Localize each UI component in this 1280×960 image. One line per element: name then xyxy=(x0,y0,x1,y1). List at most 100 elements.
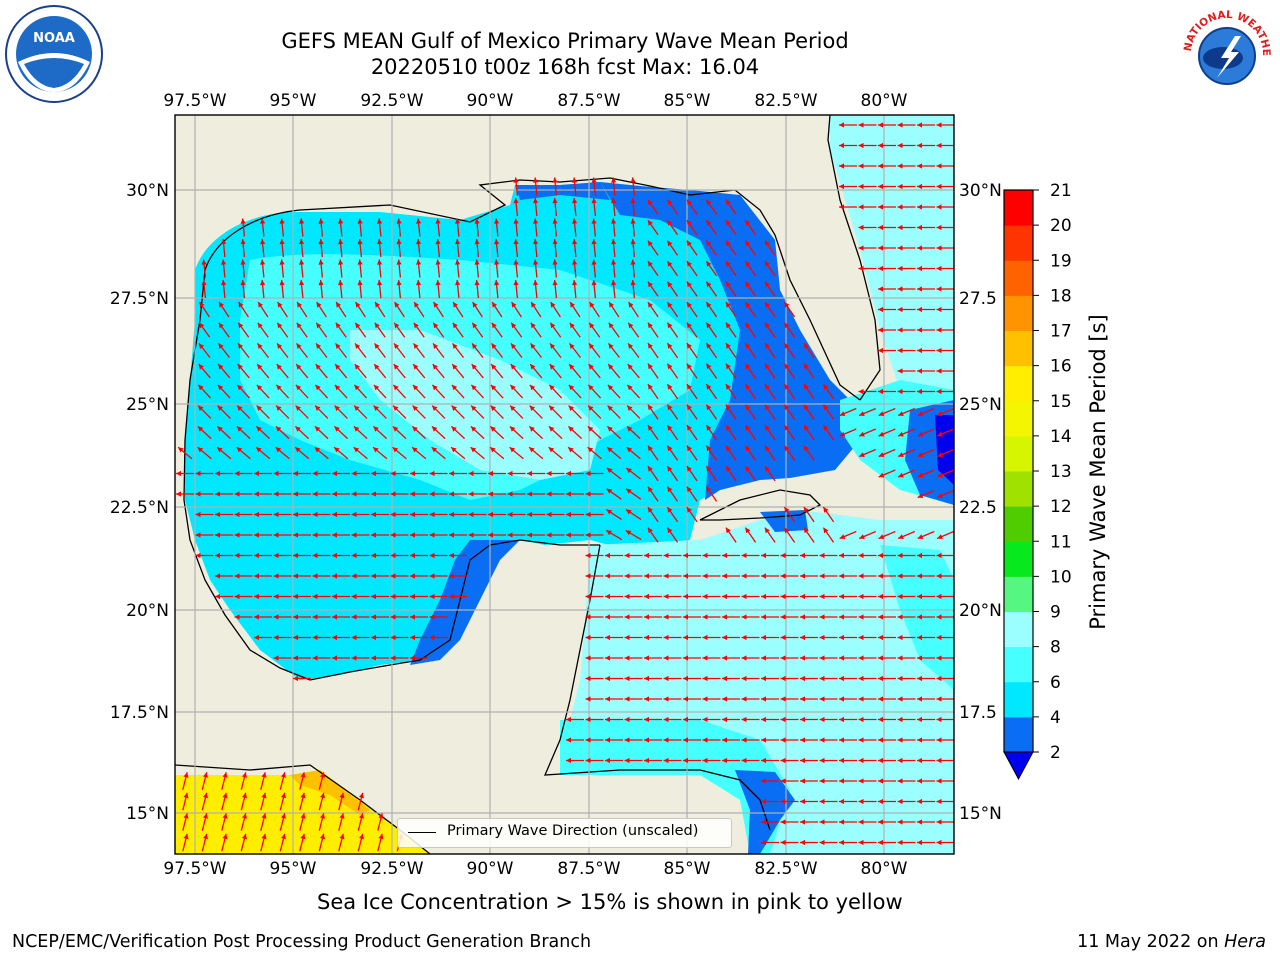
wave-arrow xyxy=(295,405,309,419)
wave-arrow xyxy=(277,301,288,318)
wave-arrow xyxy=(627,322,640,338)
wave-arrow xyxy=(878,716,896,723)
wave-arrow xyxy=(917,388,935,395)
wave-arrow xyxy=(201,813,208,831)
wave-arrow xyxy=(218,301,230,318)
wave-arrow xyxy=(452,322,464,338)
wave-arrow xyxy=(435,279,441,299)
bottom-lon-label: 97.5°W xyxy=(163,859,226,879)
wave-arrow xyxy=(548,446,563,460)
wave-arrow xyxy=(647,383,659,400)
wave-arrow xyxy=(451,363,465,379)
wave-arrow xyxy=(429,491,448,497)
wave-arrow xyxy=(566,532,584,538)
wave-arrow xyxy=(878,428,896,437)
wave-arrow xyxy=(351,532,370,538)
wave-arrow xyxy=(917,489,935,499)
wave-arrow xyxy=(199,301,210,318)
wave-arrow xyxy=(527,491,545,497)
wave-arrow xyxy=(605,573,623,579)
wave-arrow xyxy=(455,238,461,258)
wave-arrow xyxy=(800,798,818,805)
wave-arrow xyxy=(221,279,227,299)
wave-arrow xyxy=(435,218,441,237)
wave-arrow xyxy=(412,343,426,358)
wave-arrow xyxy=(803,383,815,400)
wave-arrow xyxy=(338,259,344,278)
wave-arrow xyxy=(839,552,857,559)
wave-arrow xyxy=(216,446,232,460)
wave-arrow xyxy=(312,634,331,641)
chart-title: GEFS MEAN Gulf of Mexico Primary Wave Me… xyxy=(281,29,849,53)
wave-arrow xyxy=(917,245,935,251)
wave-arrow xyxy=(279,218,285,237)
wave-arrow xyxy=(494,279,500,299)
wave-arrow xyxy=(800,552,818,559)
wave-arrow xyxy=(390,552,409,559)
wave-arrow xyxy=(240,813,247,831)
wave-arrow xyxy=(686,342,698,359)
wave-arrow xyxy=(647,260,659,277)
wave-arrow xyxy=(471,363,484,379)
wave-arrow xyxy=(451,405,465,419)
wave-arrow xyxy=(936,675,954,682)
wave-arrow xyxy=(390,491,409,497)
wave-arrow xyxy=(936,696,954,702)
wave-arrow xyxy=(722,593,740,600)
wave-arrow xyxy=(390,573,409,579)
wave-arrow xyxy=(783,527,796,543)
wave-arrow xyxy=(314,446,329,460)
wave-arrow xyxy=(240,792,247,811)
wave-arrow xyxy=(585,552,604,559)
wave-arrow xyxy=(468,491,487,497)
wave-arrow xyxy=(897,388,916,395)
wave-arrow xyxy=(878,757,896,764)
wave-arrow xyxy=(897,224,916,231)
wave-arrow xyxy=(803,445,815,461)
bottom-lon-label: 90°W xyxy=(467,859,514,879)
wave-arrow xyxy=(705,465,718,482)
wave-arrow xyxy=(293,511,311,518)
wave-arrow xyxy=(705,383,718,400)
wave-arrow xyxy=(917,757,935,764)
wave-arrow xyxy=(936,778,954,784)
wave-arrow xyxy=(334,343,348,358)
wave-arrow xyxy=(917,327,935,333)
wave-arrow xyxy=(858,183,877,190)
wave-arrow xyxy=(647,404,659,420)
wave-arrow xyxy=(725,219,737,236)
wave-arrow xyxy=(644,675,662,682)
wave-arrow xyxy=(936,407,954,417)
wave-arrow xyxy=(647,486,659,502)
wave-arrow xyxy=(936,347,954,354)
wave-arrow xyxy=(433,301,444,318)
wave-arrow xyxy=(572,279,578,299)
bottom-lon-label: 92.5°W xyxy=(360,859,423,879)
wave-arrow xyxy=(839,593,857,600)
wave-arrow xyxy=(686,281,698,297)
wave-arrow xyxy=(513,197,519,217)
wave-arrow xyxy=(936,634,954,641)
wave-arrow xyxy=(197,425,212,440)
wave-arrow xyxy=(221,238,227,258)
wave-arrow xyxy=(936,716,954,723)
wave-arrow xyxy=(686,260,698,277)
left-lat-label: 15°N xyxy=(126,804,169,824)
wave-arrow xyxy=(372,446,388,460)
wave-arrow xyxy=(254,614,272,620)
wave-arrow xyxy=(333,425,349,440)
wave-arrow xyxy=(182,813,189,831)
wave-arrow xyxy=(897,634,916,641)
colorbar-tick-label: 8 xyxy=(1050,638,1061,658)
wave-arrow xyxy=(744,281,757,297)
wave-arrow xyxy=(839,675,857,682)
wave-arrow xyxy=(390,511,409,518)
wave-arrow xyxy=(318,813,325,831)
wave-arrow xyxy=(917,224,935,231)
wave-arrow xyxy=(666,404,679,420)
wave-arrow xyxy=(897,530,916,540)
wave-arrow xyxy=(764,301,776,318)
right-lat-label: 27.5 xyxy=(959,289,997,309)
wave-arrow xyxy=(494,259,500,278)
wave-arrow xyxy=(293,491,311,497)
